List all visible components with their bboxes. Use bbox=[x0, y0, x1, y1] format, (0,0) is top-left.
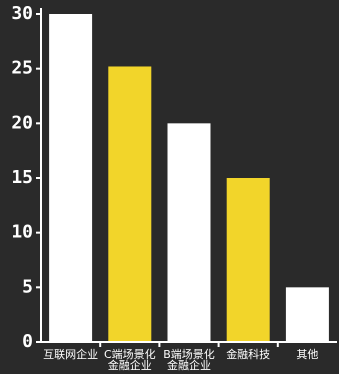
y-tick-label: 20 bbox=[11, 112, 33, 133]
y-tick-label: 0 bbox=[22, 331, 33, 352]
bar bbox=[49, 14, 93, 342]
x-category-label: 金融企业 bbox=[108, 358, 152, 372]
bar bbox=[285, 287, 329, 342]
bar bbox=[167, 123, 211, 342]
x-category-label: 互联网企业 bbox=[43, 347, 98, 361]
y-tick-label: 25 bbox=[11, 58, 33, 79]
bar bbox=[108, 66, 152, 342]
y-tick-label: 30 bbox=[11, 3, 33, 24]
x-category-label: 金融科技 bbox=[226, 347, 270, 361]
x-category-label: 其他 bbox=[296, 348, 318, 361]
y-axis-ticks: 0 5 10 15 20 25 30 bbox=[11, 3, 41, 352]
y-tick-label: 15 bbox=[11, 167, 33, 188]
x-category-label: B端场景化 bbox=[163, 347, 215, 361]
bar bbox=[226, 178, 270, 342]
y-tick-label: 5 bbox=[22, 276, 33, 297]
y-tick-label: 10 bbox=[11, 222, 33, 243]
bars bbox=[49, 14, 329, 342]
x-category-label: 金融企业 bbox=[167, 358, 211, 372]
x-category-label: C端场景化 bbox=[104, 347, 156, 361]
